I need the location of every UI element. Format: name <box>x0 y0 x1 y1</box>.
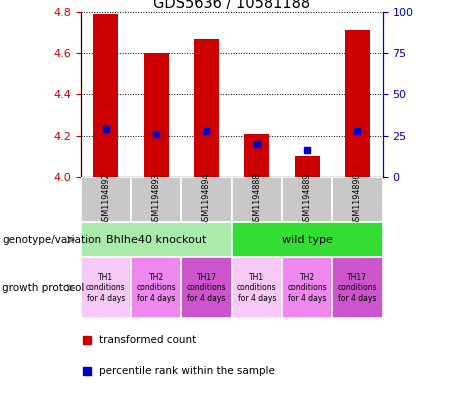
Bar <box>181 257 231 318</box>
Text: GSM1194890: GSM1194890 <box>353 173 362 226</box>
Bar <box>181 177 231 222</box>
Bar <box>345 30 370 177</box>
Bar <box>231 257 282 318</box>
Text: GSM1194892: GSM1194892 <box>101 173 110 226</box>
Text: growth protocol: growth protocol <box>2 283 85 293</box>
Bar <box>244 134 269 177</box>
Text: GSM1194894: GSM1194894 <box>202 173 211 226</box>
Bar <box>282 257 332 318</box>
Title: GDS5636 / 10581188: GDS5636 / 10581188 <box>153 0 310 11</box>
Bar <box>231 222 383 257</box>
Bar <box>332 177 383 222</box>
Text: wild type: wild type <box>282 235 332 245</box>
Text: genotype/variation: genotype/variation <box>2 235 101 245</box>
Text: GSM1194889: GSM1194889 <box>302 173 312 226</box>
Bar <box>143 53 169 177</box>
Text: GSM1194893: GSM1194893 <box>152 173 161 226</box>
Text: Bhlhe40 knockout: Bhlhe40 knockout <box>106 235 207 245</box>
Text: TH1
conditions
for 4 days: TH1 conditions for 4 days <box>237 273 277 303</box>
Text: TH2
conditions
for 4 days: TH2 conditions for 4 days <box>136 273 176 303</box>
Text: TH1
conditions
for 4 days: TH1 conditions for 4 days <box>86 273 126 303</box>
Text: TH2
conditions
for 4 days: TH2 conditions for 4 days <box>287 273 327 303</box>
Bar <box>282 177 332 222</box>
Bar <box>93 14 118 177</box>
Bar <box>131 257 181 318</box>
Bar <box>81 177 131 222</box>
Text: GSM1194888: GSM1194888 <box>252 173 261 226</box>
Text: TH17
conditions
for 4 days: TH17 conditions for 4 days <box>187 273 226 303</box>
Bar <box>295 156 320 177</box>
Bar <box>131 177 181 222</box>
Bar <box>81 257 131 318</box>
Text: TH17
conditions
for 4 days: TH17 conditions for 4 days <box>337 273 377 303</box>
Bar <box>332 257 383 318</box>
Text: transformed count: transformed count <box>99 335 196 345</box>
Bar <box>81 222 231 257</box>
Bar <box>231 177 282 222</box>
Bar <box>194 39 219 177</box>
Text: percentile rank within the sample: percentile rank within the sample <box>99 366 275 376</box>
